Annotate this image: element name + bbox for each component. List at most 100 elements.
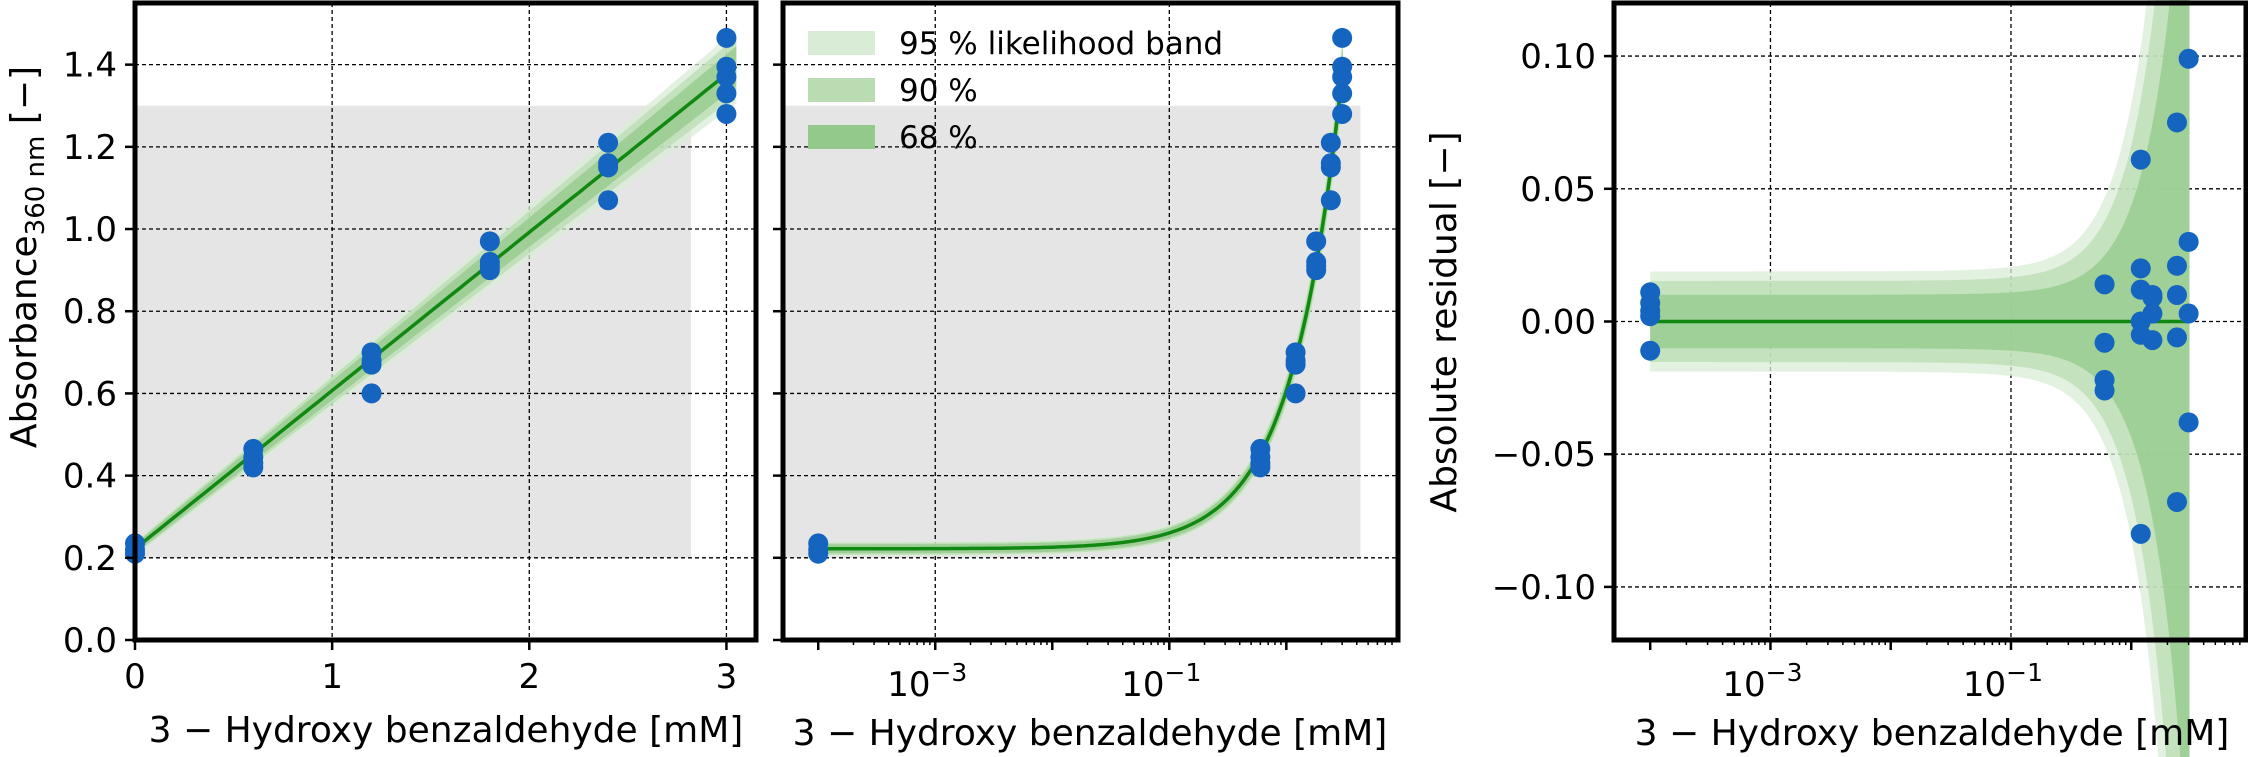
panel-linear: 0 1 2 3 0.0 0.2 0.4 0.6 0.8 1.0 1.2 1.4 3 − Hydrox… [4, 0, 759, 751]
x-axis-label: 3 − Hydroxy benzaldehyde [mM] [149, 710, 744, 751]
data-point [2178, 48, 2199, 69]
data-point [2130, 149, 2151, 170]
data-point [598, 132, 619, 153]
x-axis-label: 3 − Hydroxy benzaldehyde [mM] [793, 713, 1388, 754]
data-point [2094, 380, 2115, 401]
lloq-region [783, 105, 1361, 558]
data-point [2166, 284, 2187, 305]
y-axis-label-unit: [−] [4, 66, 45, 136]
data-point [808, 533, 829, 554]
y-tick-label: 0.6 [63, 374, 117, 414]
data-point [361, 383, 382, 404]
data-point [716, 83, 737, 104]
data-point [1332, 103, 1353, 124]
data-point [243, 457, 264, 478]
y-tick-label: 1.0 [63, 210, 117, 250]
data-point [716, 66, 737, 87]
y-tick-label: 1.4 [63, 46, 117, 86]
legend: 95 % likelihood band 90 % 68 % [808, 26, 1223, 156]
legend-swatch-68 [808, 125, 875, 149]
data-point [2142, 303, 2163, 324]
y-ticks: 0.0 0.2 0.4 0.6 0.8 1.0 1.2 1.4 [63, 46, 135, 661]
data-points [808, 27, 1353, 564]
y-tick-label: 0.00 [1520, 303, 1596, 343]
y-tick-label: 0.05 [1520, 170, 1596, 210]
y-axis-label-subscript: 360 nm [21, 136, 51, 236]
data-point [2142, 330, 2163, 351]
data-point [1640, 340, 1661, 361]
x-tick-label: 10−1 [1121, 658, 1201, 705]
data-point [598, 190, 619, 211]
y-tick-label: −0.10 [1492, 568, 1596, 608]
y-tick-label: 0.10 [1520, 37, 1596, 77]
legend-label-95: 95 % likelihood band [899, 26, 1223, 62]
data-point [1320, 190, 1341, 211]
data-point [2166, 255, 2187, 276]
x-tick-label: 0 [124, 657, 146, 697]
legend-swatch-95 [808, 31, 875, 55]
y-tick-label: 0.0 [63, 621, 117, 661]
data-point [1250, 457, 1271, 478]
legend-swatch-90 [808, 78, 875, 102]
x-tick-label: 1 [321, 657, 343, 697]
data-point [2142, 284, 2163, 305]
data-point [2130, 258, 2151, 279]
data-point [1332, 66, 1353, 87]
data-point [1285, 383, 1306, 404]
x-tick-exponent: −3 [1766, 658, 1803, 687]
data-point [2166, 327, 2187, 348]
y-tick-label: 0.2 [63, 539, 117, 579]
data-points [1640, 48, 2199, 544]
data-point [2130, 523, 2151, 544]
legend-label-68: 68 % [899, 120, 978, 156]
x-tick-exponent: −3 [930, 658, 967, 687]
y-ticks: 0.10 0.05 0.00 −0.05 −0.10 [1492, 37, 1614, 608]
y-tick-label: −0.05 [1492, 435, 1596, 475]
data-point [361, 354, 382, 375]
x-tick-exponent: −1 [2006, 658, 2043, 687]
data-point [1332, 27, 1353, 48]
x-axis-label: 3 − Hydroxy benzaldehyde [mM] [1635, 713, 2230, 754]
y-tick-label: 1.2 [63, 128, 117, 168]
data-point [2178, 412, 2199, 433]
data-point [2094, 332, 2115, 353]
y-tick-label: 0.8 [63, 292, 117, 332]
data-point [716, 103, 737, 124]
data-point [2166, 491, 2187, 512]
x-tick-label: 10−1 [1963, 658, 2043, 705]
x-tick-label: 10−3 [1722, 658, 1802, 705]
data-point [1306, 231, 1327, 252]
x-tick-label: 2 [518, 657, 540, 697]
data-point [1320, 157, 1341, 178]
y-axis-label-main: Absorbance [4, 235, 45, 448]
panel-log: 10−3 10−1 3 − Hydroxy benzaldehyde [mM] 9… [773, 0, 1401, 754]
data-point [1640, 306, 1661, 327]
data-point [479, 260, 500, 281]
y-ticks [773, 63, 783, 642]
data-point [1306, 260, 1327, 281]
legend-label-90: 90 % [899, 73, 978, 109]
data-point [1320, 132, 1341, 153]
data-point [598, 157, 619, 178]
data-point [2178, 303, 2199, 324]
x-ticks: 0 1 2 3 [124, 640, 737, 697]
data-point [2178, 231, 2199, 252]
data-point [479, 231, 500, 252]
axes-frame [780, 0, 1401, 643]
x-tick-exponent: −1 [1165, 658, 1202, 687]
panel-residuals: 10−3 10−1 0.10 0.05 0.00 −0.05 −0.10 3 − Hydr… [1424, 0, 2248, 757]
y-axis-label: Absorbance360 nm [−] [4, 66, 51, 448]
y-tick-label: 0.4 [63, 457, 117, 497]
fit-line [133, 64, 738, 551]
data-point [2166, 112, 2187, 133]
data-point [2094, 274, 2115, 295]
axes-frame [132, 0, 759, 643]
band-90 [1650, 0, 2190, 757]
x-ticks: 10−3 10−1 [816, 640, 1393, 705]
data-point [716, 27, 737, 48]
data-point [1332, 83, 1353, 104]
x-tick-label: 10−3 [887, 658, 967, 705]
x-ticks: 10−3 10−1 [1648, 640, 2241, 705]
data-point [1285, 354, 1306, 375]
